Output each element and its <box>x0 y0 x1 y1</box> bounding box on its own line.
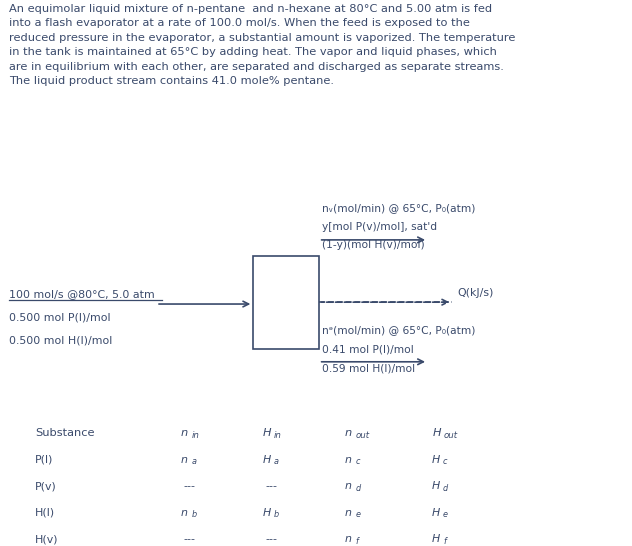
Text: y[mol P(v)/mol], sat'd: y[mol P(v)/mol], sat'd <box>322 222 437 232</box>
Text: 0.59 mol H(l)/mol: 0.59 mol H(l)/mol <box>322 364 415 373</box>
Text: c: c <box>443 457 447 466</box>
Text: n: n <box>344 481 351 491</box>
Text: n: n <box>344 534 351 544</box>
Text: n: n <box>344 508 351 518</box>
Text: n: n <box>344 428 351 438</box>
Text: b: b <box>191 510 197 519</box>
Text: H(v): H(v) <box>35 534 58 544</box>
Text: H: H <box>432 428 441 438</box>
Text: n: n <box>180 455 187 465</box>
Text: An equimolar liquid mixture of n-pentane  and n-hexane at 80°C and 5.00 atm is f: An equimolar liquid mixture of n-pentane… <box>9 4 515 86</box>
Text: H: H <box>262 455 270 465</box>
Text: nᵊ(mol/min) @ 65°C, P₀(atm): nᵊ(mol/min) @ 65°C, P₀(atm) <box>322 325 475 335</box>
Text: a: a <box>273 457 278 466</box>
Text: Q̇(kJ/s): Q̇(kJ/s) <box>457 288 494 298</box>
Text: d: d <box>355 484 360 492</box>
Text: n: n <box>180 508 187 518</box>
Text: c: c <box>355 457 360 466</box>
Text: 100 mol/s @80°C, 5.0 atm: 100 mol/s @80°C, 5.0 atm <box>9 289 154 299</box>
Text: P(v): P(v) <box>35 481 56 491</box>
Text: f: f <box>355 537 358 545</box>
Text: d: d <box>443 484 448 492</box>
Text: nᵥ(mol/min) @ 65°C, P₀(atm): nᵥ(mol/min) @ 65°C, P₀(atm) <box>322 204 475 213</box>
Text: ---: --- <box>265 481 277 491</box>
Text: e: e <box>443 510 448 519</box>
Text: n: n <box>344 455 351 465</box>
Text: P(l): P(l) <box>35 455 53 465</box>
Text: f: f <box>443 537 446 545</box>
Text: ---: --- <box>183 534 195 544</box>
Text: 0.41 mol P(l)/mol: 0.41 mol P(l)/mol <box>322 345 413 355</box>
Text: 0.500 mol H(l)/mol: 0.500 mol H(l)/mol <box>9 335 112 346</box>
Text: (1-y)(mol H(v)/mol): (1-y)(mol H(v)/mol) <box>322 240 425 251</box>
Text: ---: --- <box>265 534 277 544</box>
Text: a: a <box>191 457 197 466</box>
Text: 0.500 mol P(l)/mol: 0.500 mol P(l)/mol <box>9 312 111 323</box>
Text: out: out <box>443 431 457 440</box>
Text: n: n <box>180 428 188 438</box>
Bar <box>253 256 319 348</box>
Text: H: H <box>262 428 270 438</box>
Text: in: in <box>273 431 281 440</box>
Text: H(l): H(l) <box>35 508 55 518</box>
Text: H: H <box>432 481 441 491</box>
Text: H: H <box>262 508 270 518</box>
Text: out: out <box>355 431 369 440</box>
Text: H: H <box>432 508 441 518</box>
Text: e: e <box>355 510 360 519</box>
Text: b: b <box>273 510 278 519</box>
Text: H: H <box>432 455 441 465</box>
Text: H: H <box>432 534 441 544</box>
Text: ---: --- <box>183 481 195 491</box>
Text: in: in <box>191 431 199 440</box>
Text: Substance: Substance <box>35 428 94 438</box>
